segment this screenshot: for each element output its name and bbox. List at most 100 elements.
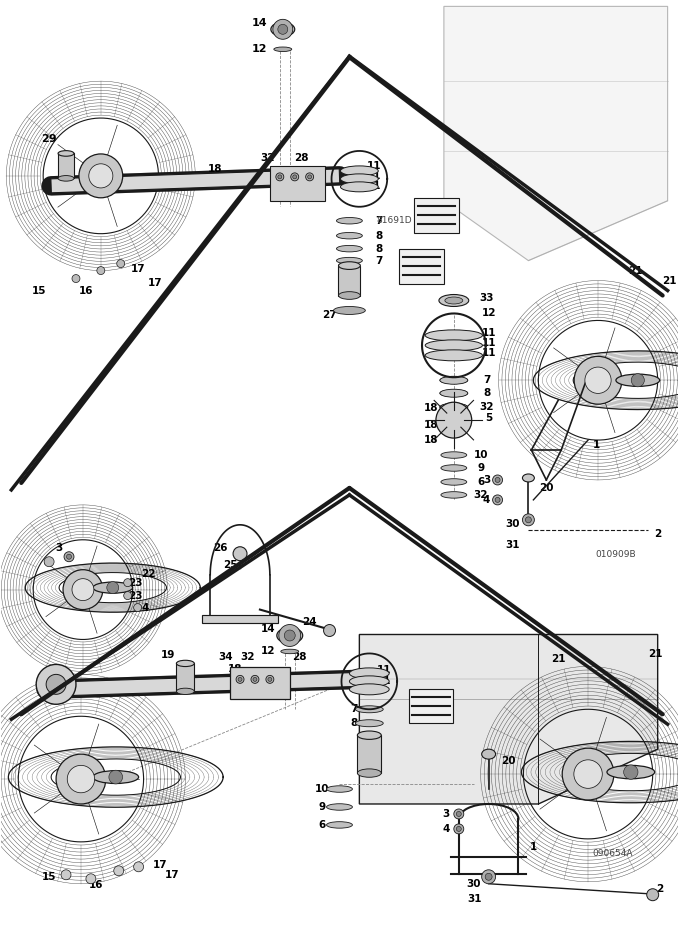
Text: 9: 9 (477, 463, 484, 473)
Circle shape (134, 862, 143, 871)
Circle shape (574, 760, 602, 789)
Ellipse shape (439, 294, 469, 306)
Text: 23: 23 (129, 590, 143, 600)
Text: 19: 19 (161, 651, 175, 660)
Polygon shape (51, 169, 340, 193)
Circle shape (492, 475, 503, 485)
Circle shape (562, 749, 614, 800)
Text: 2: 2 (654, 529, 661, 539)
Circle shape (268, 678, 272, 681)
Text: 32: 32 (473, 490, 488, 500)
Text: 11: 11 (481, 329, 496, 338)
Text: 20: 20 (539, 483, 554, 492)
Circle shape (79, 154, 122, 197)
Ellipse shape (274, 47, 292, 51)
Circle shape (278, 175, 282, 179)
Text: 12: 12 (252, 45, 268, 54)
Circle shape (266, 675, 274, 683)
Circle shape (67, 554, 71, 560)
Text: 9: 9 (318, 802, 325, 812)
Circle shape (631, 373, 645, 387)
Text: 8: 8 (483, 388, 490, 398)
Circle shape (574, 357, 622, 404)
Text: 20: 20 (501, 756, 515, 766)
Text: 21: 21 (649, 650, 663, 659)
Text: 10: 10 (473, 450, 488, 460)
Circle shape (278, 24, 288, 34)
Circle shape (114, 866, 124, 876)
Text: 3: 3 (442, 809, 449, 819)
Ellipse shape (356, 720, 384, 727)
Text: 17: 17 (131, 263, 146, 274)
Ellipse shape (522, 474, 534, 482)
Circle shape (86, 874, 96, 884)
Text: 27: 27 (322, 310, 337, 320)
Circle shape (276, 173, 284, 181)
Ellipse shape (441, 492, 466, 498)
Ellipse shape (350, 684, 389, 695)
Ellipse shape (58, 176, 74, 182)
Text: 34: 34 (219, 653, 233, 663)
Circle shape (253, 678, 257, 681)
Circle shape (454, 809, 464, 819)
Ellipse shape (440, 403, 468, 412)
Text: 33: 33 (479, 293, 494, 304)
Circle shape (97, 266, 105, 275)
Ellipse shape (440, 376, 468, 385)
Circle shape (495, 478, 500, 482)
Ellipse shape (333, 306, 365, 315)
Text: 7: 7 (483, 375, 490, 385)
Bar (339, 265, 360, 295)
Ellipse shape (337, 218, 362, 224)
Text: 6: 6 (477, 477, 484, 487)
Circle shape (485, 873, 492, 880)
Circle shape (61, 870, 71, 880)
Text: 29: 29 (41, 134, 57, 144)
Text: 1: 1 (530, 842, 537, 852)
Text: 11: 11 (377, 666, 392, 675)
Text: 11: 11 (481, 348, 496, 358)
Circle shape (647, 889, 659, 900)
Text: 32: 32 (479, 402, 494, 412)
Text: 11: 11 (377, 676, 392, 686)
Text: 090654A: 090654A (593, 849, 633, 858)
Text: 3: 3 (56, 543, 63, 553)
Circle shape (279, 625, 301, 646)
Circle shape (46, 674, 66, 695)
Circle shape (109, 770, 122, 784)
Ellipse shape (326, 786, 352, 792)
Circle shape (44, 557, 54, 567)
Text: 12: 12 (260, 646, 275, 656)
Ellipse shape (350, 676, 389, 687)
Circle shape (526, 517, 531, 523)
Text: 30: 30 (466, 879, 481, 889)
Ellipse shape (339, 291, 360, 300)
Ellipse shape (339, 262, 360, 269)
Text: 11: 11 (367, 161, 381, 171)
Text: 21: 21 (628, 265, 643, 276)
Text: 6: 6 (318, 820, 325, 830)
Bar (58, 154, 74, 179)
Text: 18: 18 (228, 665, 242, 674)
Text: 8: 8 (375, 231, 383, 241)
Ellipse shape (425, 340, 483, 351)
Circle shape (495, 497, 500, 503)
Circle shape (124, 579, 132, 587)
Text: 21: 21 (662, 276, 677, 286)
Polygon shape (359, 635, 658, 804)
Text: 1: 1 (592, 440, 600, 450)
Text: 10: 10 (314, 784, 329, 794)
Bar (270, 166, 324, 201)
Text: 2: 2 (656, 884, 663, 894)
Circle shape (454, 824, 464, 834)
Ellipse shape (93, 771, 139, 784)
Text: 11: 11 (481, 338, 496, 348)
Ellipse shape (441, 452, 466, 458)
Text: 31: 31 (505, 540, 520, 550)
Ellipse shape (440, 377, 468, 384)
Text: 23: 23 (129, 577, 143, 587)
Text: 12: 12 (481, 308, 496, 318)
Circle shape (456, 812, 461, 816)
Text: 22: 22 (141, 569, 156, 579)
Ellipse shape (176, 660, 194, 667)
